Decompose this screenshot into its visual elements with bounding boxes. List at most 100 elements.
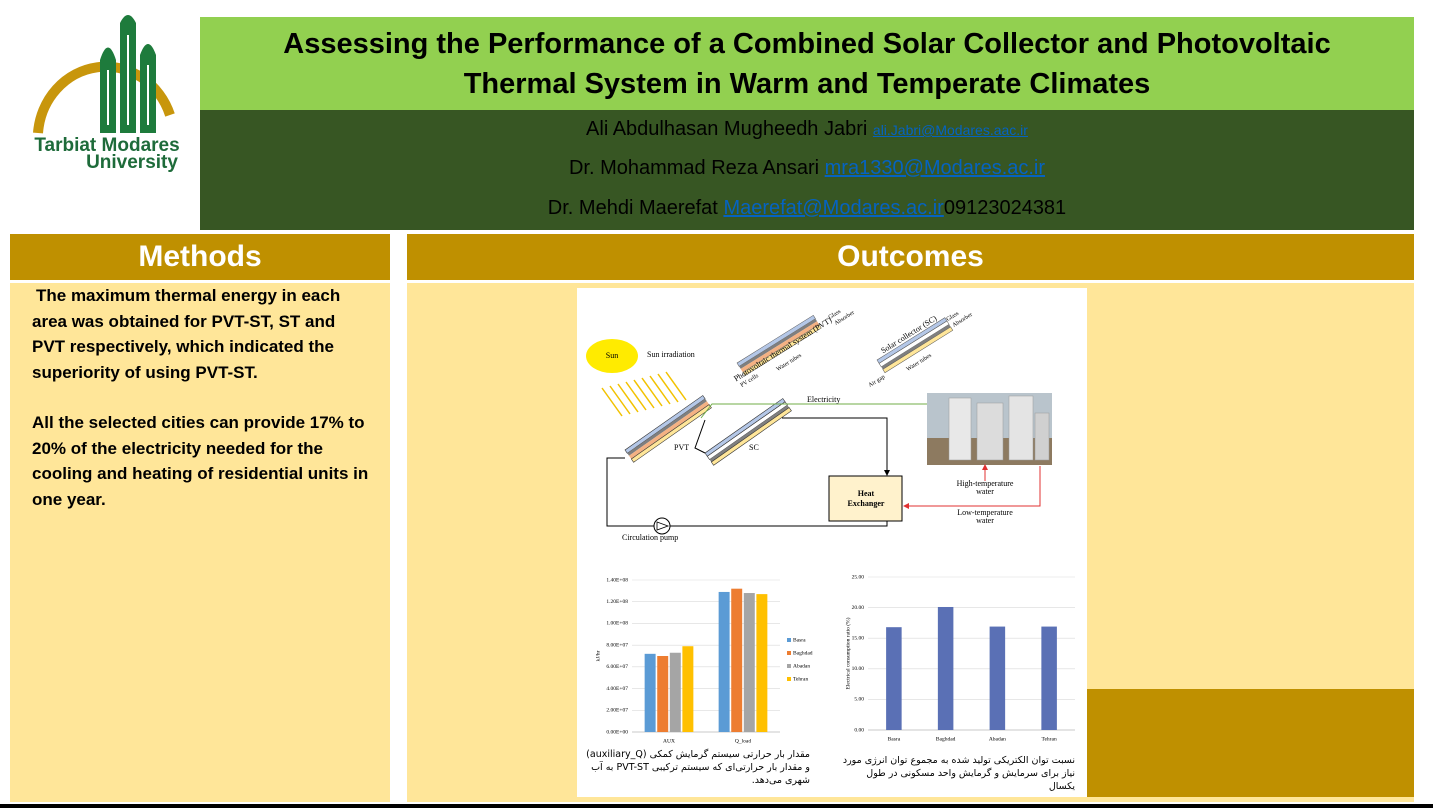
sun bbox=[586, 339, 638, 373]
y-tick-label: 6.00E+07 bbox=[606, 664, 628, 670]
author: Dr. Mohammad Reza Ansari mra1330@Modares… bbox=[200, 157, 1414, 180]
bar bbox=[989, 626, 1006, 730]
diagram-label: water bbox=[976, 516, 994, 525]
y-tick-label: 10.00 bbox=[852, 666, 865, 672]
y-axis-label: kJ/hr bbox=[595, 650, 601, 661]
x-tick-label: AUX bbox=[663, 738, 675, 744]
y-tick-label: 2.00E+07 bbox=[606, 708, 628, 714]
bar bbox=[669, 652, 681, 732]
bar bbox=[644, 653, 656, 732]
bar bbox=[731, 588, 743, 732]
legend-label: Basra bbox=[793, 637, 806, 643]
legend-swatch bbox=[787, 664, 791, 668]
bar bbox=[682, 646, 694, 732]
sc-panel bbox=[704, 398, 792, 466]
figure: Sun Sun irradiation Photovoltaic thermal… bbox=[577, 288, 1087, 797]
methods-text: The maximum thermal energy in each area … bbox=[10, 283, 390, 802]
x-tick-label: Tehran bbox=[1042, 736, 1057, 742]
y-tick-label: 5.00 bbox=[854, 697, 864, 703]
decor-block bbox=[1053, 689, 1414, 797]
pvt-panel bbox=[624, 395, 712, 463]
diagram-label: Low-temperature bbox=[957, 508, 1013, 517]
logo-tree-detail bbox=[107, 35, 149, 125]
y-tick-label: 25.00 bbox=[852, 574, 865, 580]
logo-arc bbox=[33, 61, 175, 134]
y-tick-label: 0.00E+00 bbox=[606, 729, 628, 735]
paragraph: All the selected cities can provide 17% … bbox=[32, 413, 369, 509]
arrow bbox=[982, 464, 988, 470]
x-tick-label: Q_load bbox=[735, 738, 751, 744]
pump-icon bbox=[656, 521, 670, 531]
legend-swatch bbox=[787, 638, 791, 642]
diagram-label: PVT bbox=[674, 443, 689, 452]
caption: مقدار بار حرارتی سیستم گرمایش کمکی (auxi… bbox=[586, 749, 810, 786]
rule bbox=[0, 804, 1433, 808]
y-tick-label: 1.20E+08 bbox=[606, 599, 628, 605]
author-email[interactable]: Maerefat@Modares.ac.ir bbox=[723, 197, 944, 219]
pipe-loop bbox=[606, 417, 888, 527]
y-tick-label: 1.00E+08 bbox=[606, 621, 628, 627]
x-tick-label: Basra bbox=[888, 736, 901, 742]
legend-swatch bbox=[787, 651, 791, 655]
author-email[interactable]: ali.Jabri@Modares.aac.ir bbox=[872, 122, 1028, 138]
author: Dr. Mehdi Maerefat Maerefat@Modares.ac.i… bbox=[200, 197, 1414, 220]
diagram-label: Sun bbox=[606, 351, 618, 360]
diagram-label: Sun irradiation bbox=[647, 350, 695, 359]
diagram-label: Photovoltaic thermal system (PVT) bbox=[732, 315, 833, 383]
pvt-layers bbox=[736, 314, 822, 377]
author-phone: 09123024381 bbox=[943, 197, 1067, 219]
diagram-label: Heat bbox=[858, 489, 875, 498]
diagram-label: Air gap bbox=[868, 374, 887, 389]
title: Assessing the Performance of a Combined … bbox=[200, 17, 1414, 110]
authors: Ali Abdulhasan Mugheedh Jabri ali.Jabri@… bbox=[200, 110, 1414, 230]
author-name: Dr. Mohammad Reza Ansari bbox=[568, 157, 820, 179]
arrow bbox=[884, 470, 890, 476]
author-name: Dr. Mehdi Maerefat bbox=[547, 197, 718, 219]
logo-text: University bbox=[86, 152, 178, 173]
x-tick-label: Abadan bbox=[989, 736, 1006, 742]
diagram-label: water bbox=[976, 487, 994, 496]
diagram-label: Circulation pump bbox=[622, 533, 678, 542]
legend-swatch bbox=[787, 677, 791, 681]
water-lines bbox=[907, 466, 1041, 507]
bar bbox=[743, 593, 755, 732]
arrow bbox=[903, 503, 909, 509]
building-photo bbox=[927, 393, 1052, 465]
bar bbox=[657, 656, 669, 732]
y-tick-label: 15.00 bbox=[852, 635, 865, 641]
diagram-label: SC bbox=[749, 443, 759, 452]
bar bbox=[1041, 626, 1057, 730]
legend-label: Baghdad bbox=[793, 650, 813, 656]
author: Ali Abdulhasan Mugheedh Jabri ali.Jabri@… bbox=[200, 118, 1414, 141]
logo-text: Tarbiat Modares bbox=[34, 135, 179, 156]
y-tick-label: 4.00E+07 bbox=[606, 686, 628, 692]
legend-label: Abadan bbox=[793, 663, 810, 669]
caption: نسبت توان الکتریکی تولید شده به مجموع تو… bbox=[842, 755, 1075, 792]
heat-exchanger bbox=[828, 475, 903, 522]
x-tick-label: Baghdad bbox=[936, 736, 956, 742]
figure-graphics: Sun Sun irradiation Photovoltaic thermal… bbox=[586, 308, 1075, 744]
diagram-label: Exchanger bbox=[848, 499, 885, 508]
y-axis-label: Electrical consumption ratio (%) bbox=[844, 617, 851, 689]
electricity-line bbox=[700, 403, 927, 419]
paragraph: The maximum thermal energy in each area … bbox=[32, 286, 341, 382]
y-tick-label: 8.00E+07 bbox=[606, 642, 628, 648]
bar bbox=[937, 606, 954, 730]
y-tick-label: 20.00 bbox=[852, 605, 865, 611]
sun-rays bbox=[601, 371, 687, 417]
section-heading: Methods bbox=[10, 234, 390, 280]
bar bbox=[756, 594, 768, 732]
author-email[interactable]: mra1330@Modares.ac.ir bbox=[824, 157, 1046, 179]
author-name: Ali Abdulhasan Mugheedh Jabri bbox=[586, 118, 868, 140]
y-tick-label: 0.00 bbox=[854, 727, 864, 733]
legend-label: Tehran bbox=[793, 676, 808, 682]
logo: Tarbiat Modares University bbox=[33, 15, 180, 173]
diagram-label: High-temperature bbox=[957, 479, 1014, 488]
section-heading: Outcomes bbox=[407, 234, 1414, 280]
bar bbox=[886, 627, 902, 730]
sc-layers bbox=[876, 317, 954, 374]
bar bbox=[718, 591, 730, 732]
diagram-label: Electricity bbox=[807, 395, 840, 404]
y-tick-label: 1.40E+08 bbox=[606, 577, 628, 583]
